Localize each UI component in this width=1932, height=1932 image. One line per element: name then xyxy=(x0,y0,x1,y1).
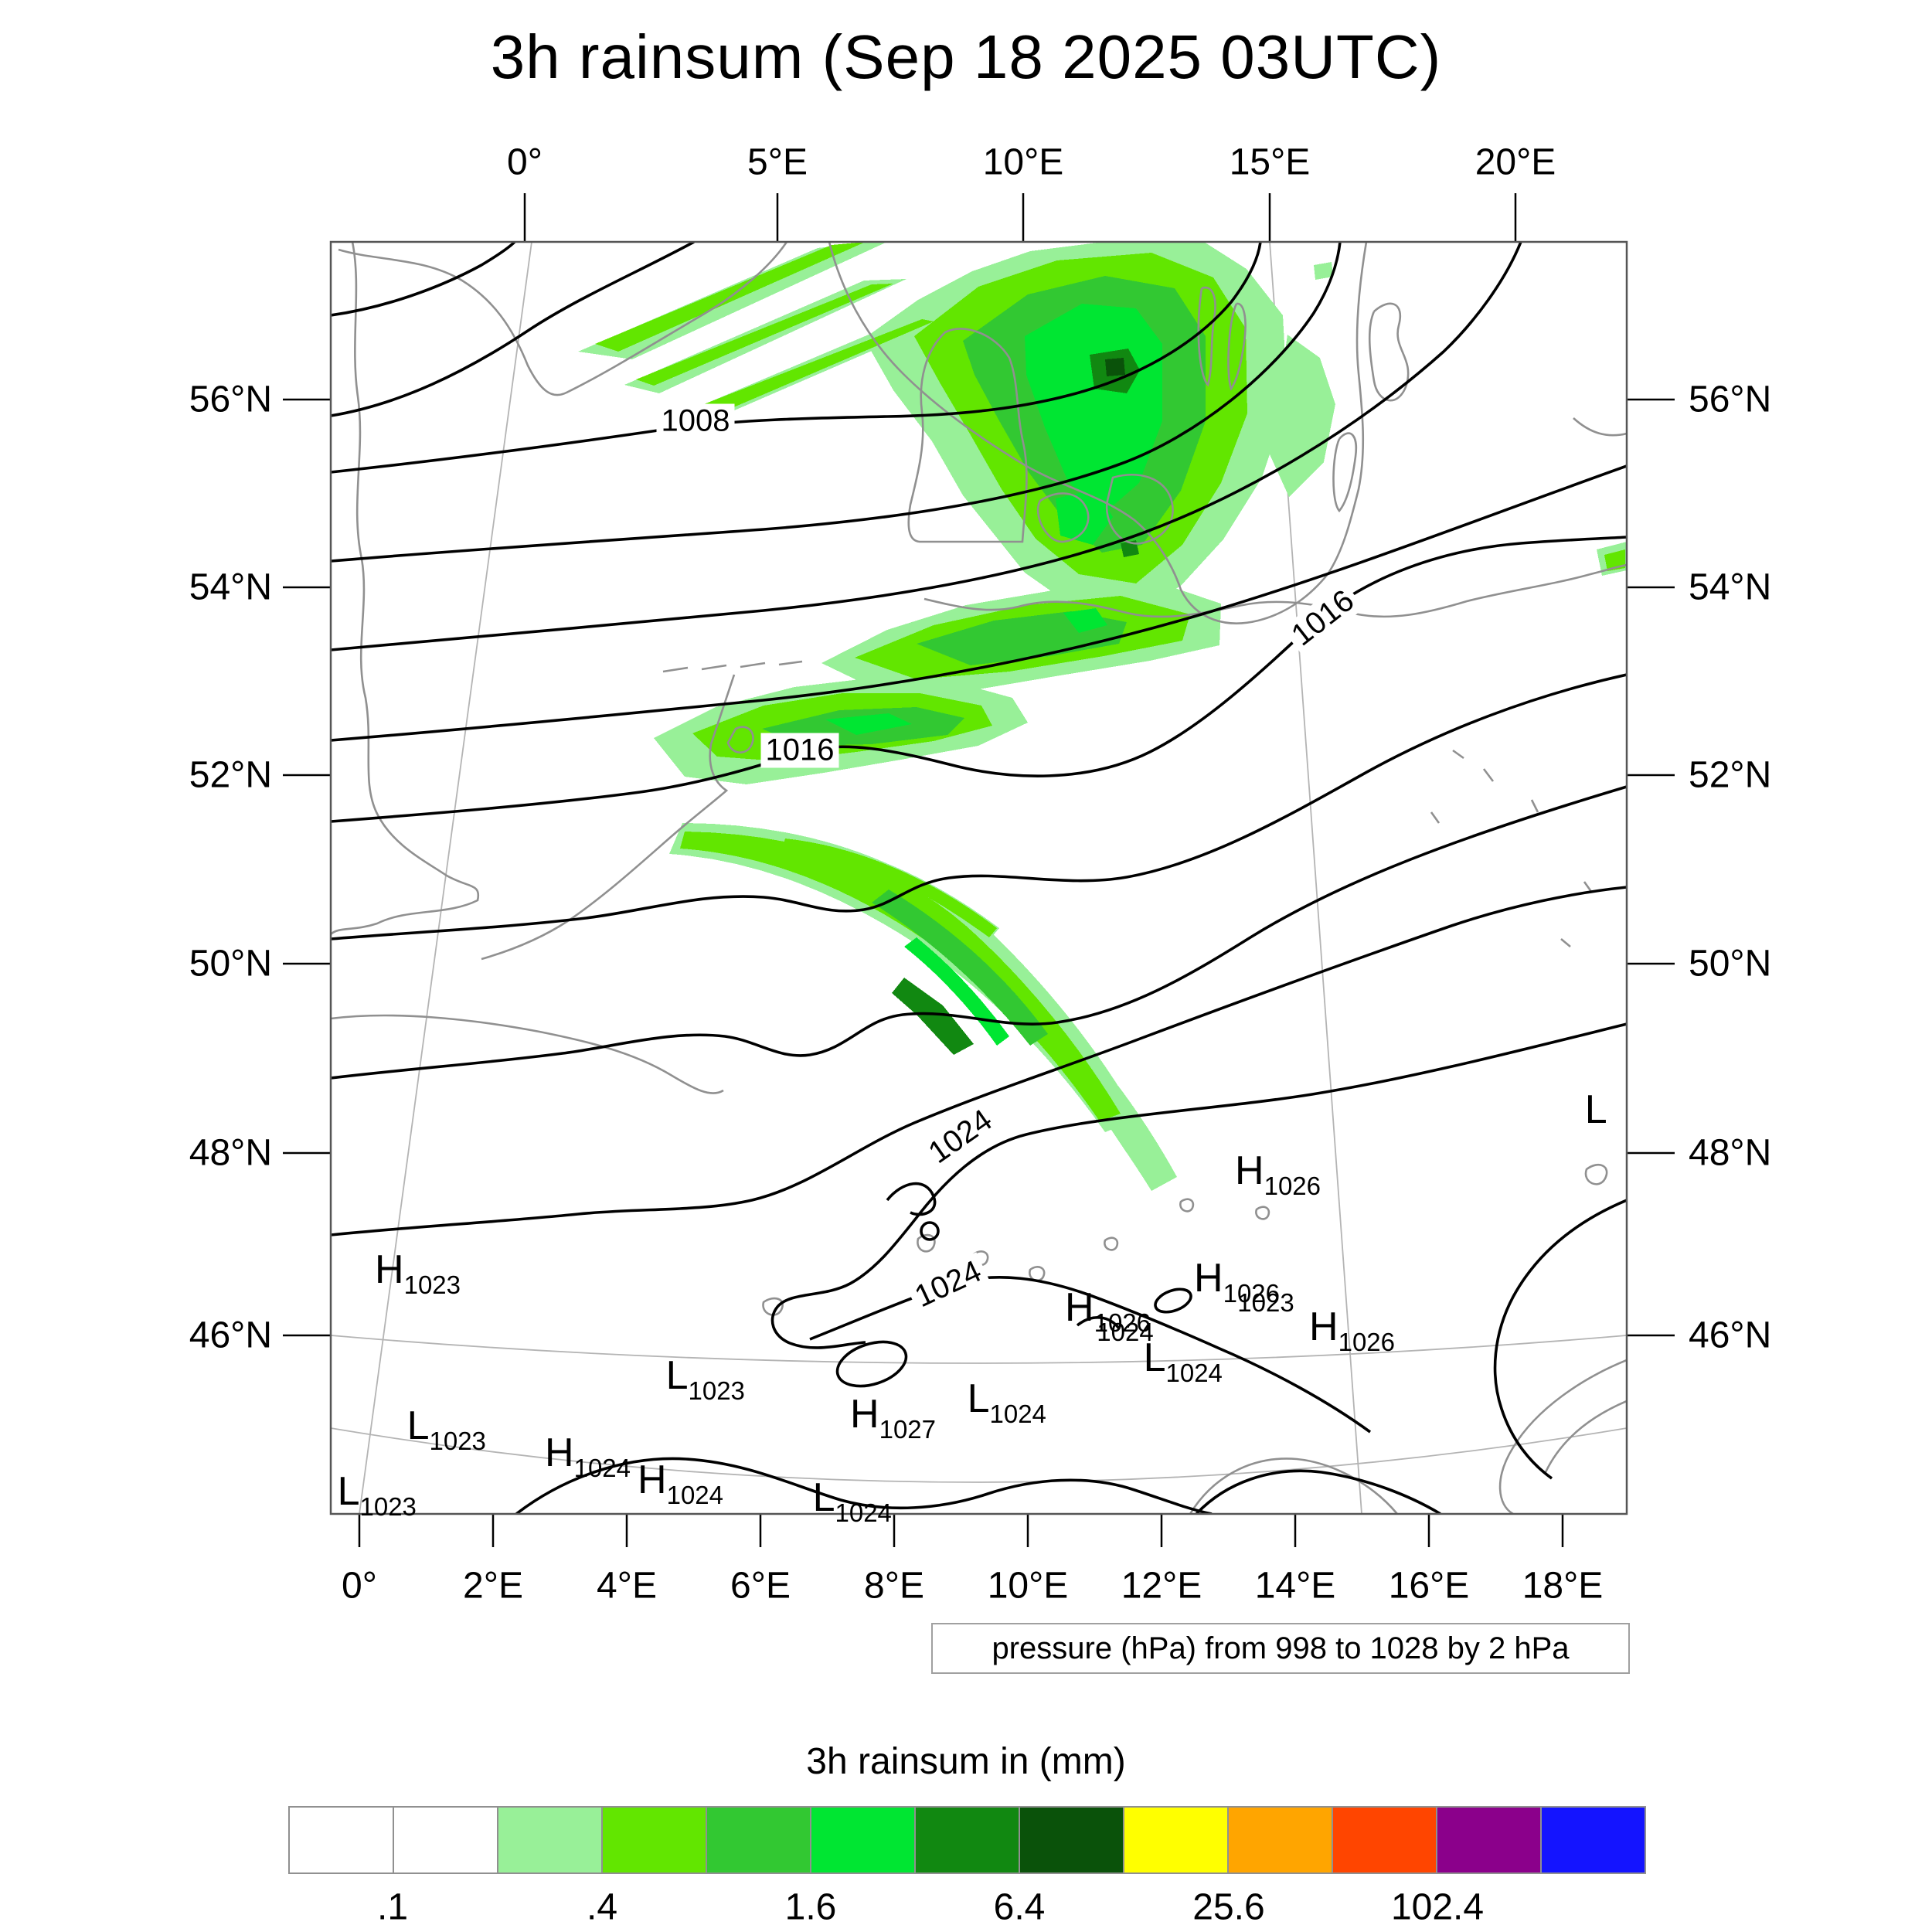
small-label-1024: 1024 xyxy=(1097,1318,1154,1346)
colorbar-label-0-1: .1 xyxy=(376,1886,409,1928)
pressure-marker-h1026-c: H1026 xyxy=(1235,1148,1321,1200)
right-axis-label-46n: 46°N xyxy=(1689,1315,1772,1356)
figure-title: 3h rainsum (Sep 18 2025 03UTC) xyxy=(490,22,1442,91)
right-axis-label-52n: 52°N xyxy=(1689,754,1772,796)
right-axis-label-56n: 56°N xyxy=(1689,379,1772,420)
colorbar-label-6-4: 6.4 xyxy=(993,1886,1046,1928)
colorbar-label-1-6: 1.6 xyxy=(784,1886,837,1928)
colorbar-cell-7 xyxy=(1020,1808,1124,1872)
pressure-contours xyxy=(331,242,1627,1514)
pressure-marker-l1024-a: L1024 xyxy=(967,1376,1046,1428)
rain-field xyxy=(578,242,1627,1191)
left-axis-label-48n: 48°N xyxy=(189,1132,272,1174)
right-axis-label-50n: 50°N xyxy=(1689,943,1772,985)
colorbar-cell-3 xyxy=(603,1808,707,1872)
colorbar-cell-8 xyxy=(1124,1808,1229,1872)
bottom-axis-label-8e: 8°E xyxy=(864,1565,924,1607)
left-axis-label-46n: 46°N xyxy=(189,1315,272,1356)
colorbar-cell-6 xyxy=(916,1808,1020,1872)
colorbar-cell-4 xyxy=(707,1808,811,1872)
pressure-legend-note: pressure (hPa) from 998 to 1028 by 2 hPa xyxy=(931,1623,1630,1674)
bottom-axis-label-10e: 10°E xyxy=(987,1565,1069,1607)
bottom-axis-label-0: 0° xyxy=(342,1565,377,1607)
right-axis-label-54n: 54°N xyxy=(1689,566,1772,608)
bottom-axis-label-12e: 12°E xyxy=(1121,1565,1202,1607)
left-axis-label-54n: 54°N xyxy=(189,566,272,608)
left-axis-label-50n: 50°N xyxy=(189,943,272,985)
bottom-axis-label-4e: 4°E xyxy=(597,1565,657,1607)
colorbar-cell-12 xyxy=(1542,1808,1645,1872)
map-frame xyxy=(329,240,1628,1515)
pressure-marker-l-edge: L xyxy=(1584,1087,1607,1132)
colorbar-title: 3h rainsum in (mm) xyxy=(806,1741,1126,1782)
colorbar-label-102-4: 102.4 xyxy=(1390,1886,1485,1928)
colorbar-cell-9 xyxy=(1229,1808,1333,1872)
right-axis-label-48n: 48°N xyxy=(1689,1132,1772,1174)
colorbar-cell-5 xyxy=(811,1808,916,1872)
pressure-marker-h1024-a: H1024 xyxy=(545,1430,631,1482)
colorbar-cell-11 xyxy=(1437,1808,1542,1872)
colorbar-cell-0 xyxy=(290,1808,394,1872)
map-area xyxy=(331,242,1627,1514)
left-axis-label-56n: 56°N xyxy=(189,379,272,420)
axis-ticks xyxy=(283,193,1675,1547)
top-axis-label-20e: 20°E xyxy=(1475,141,1556,183)
contour-label-1008: 1008 xyxy=(656,403,735,439)
contour-label-1016-a: 1016 xyxy=(760,733,839,768)
pressure-marker-h1026-a: H1026 xyxy=(1065,1285,1151,1337)
pressure-marker-l1024-b: L1024 xyxy=(812,1475,892,1527)
small-label-1023: 1023 xyxy=(1237,1288,1294,1317)
bottom-axis-label-16e: 16°E xyxy=(1388,1565,1470,1607)
pressure-marker-h1023: H1023 xyxy=(375,1247,461,1299)
pressure-marker-l1024-c: L1024 xyxy=(1143,1335,1223,1387)
top-axis-label-5e: 5°E xyxy=(747,141,808,183)
pressure-marker-h1024-b: H1024 xyxy=(638,1458,724,1509)
top-axis-label-0: 0° xyxy=(507,141,543,183)
colorbar-cell-1 xyxy=(394,1808,498,1872)
pressure-marker-h1027: H1027 xyxy=(850,1392,937,1444)
colorbar-label-0-4: .4 xyxy=(586,1886,618,1928)
colorbar-label-25-6: 25.6 xyxy=(1192,1886,1265,1928)
pressure-marker-l1023-c: L1023 xyxy=(665,1353,745,1405)
top-axis-label-15e: 15°E xyxy=(1229,141,1311,183)
colorbar xyxy=(288,1806,1646,1874)
bottom-axis-label-2e: 2°E xyxy=(463,1565,523,1607)
top-axis-label-10e: 10°E xyxy=(982,141,1064,183)
bottom-axis-label-6e: 6°E xyxy=(730,1565,791,1607)
bottom-axis-label-18e: 18°E xyxy=(1522,1565,1604,1607)
pressure-marker-l1023-b: L1023 xyxy=(337,1469,417,1521)
colorbar-cell-10 xyxy=(1333,1808,1437,1872)
colorbar-cell-2 xyxy=(498,1808,603,1872)
pressure-marker-h1026-d: H1026 xyxy=(1309,1304,1396,1356)
bottom-axis-label-14e: 14°E xyxy=(1254,1565,1336,1607)
pressure-marker-l1023-a: L1023 xyxy=(406,1403,486,1455)
coastlines xyxy=(331,242,1627,1514)
pressure-marker-h1026-b: H1026 xyxy=(1194,1256,1281,1308)
left-axis-label-52n: 52°N xyxy=(189,754,272,796)
